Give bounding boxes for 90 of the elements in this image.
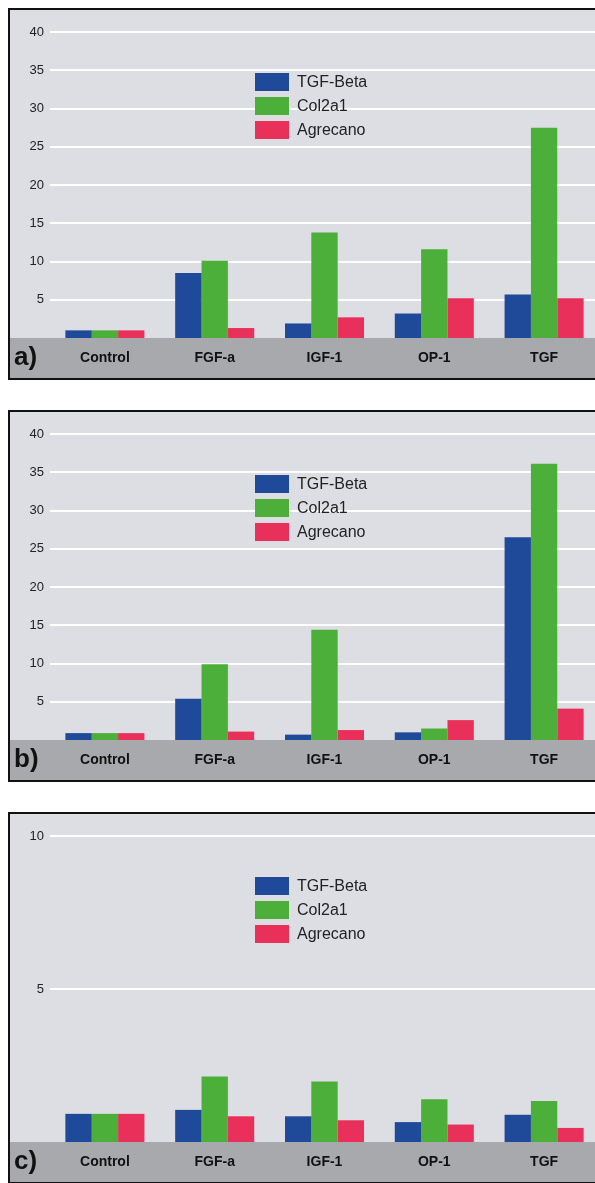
text: c): [14, 1145, 38, 1176]
bar: [557, 298, 584, 338]
bar: [557, 1127, 584, 1142]
y-tick-label: 25: [29, 540, 44, 556]
legend-label: Agrecano: [297, 523, 366, 541]
x-tick-label: IGF-1: [306, 1153, 343, 1170]
bar: [201, 1076, 228, 1142]
bar: [504, 294, 531, 338]
y-tick-label: 30: [29, 502, 44, 518]
text: a): [14, 341, 38, 372]
x-tick-label: Control: [80, 349, 130, 366]
bar: [118, 1113, 145, 1142]
bar: [91, 733, 119, 740]
y-tick-label: 40: [29, 425, 44, 441]
bar: [394, 732, 422, 740]
legend-label: Col2a1: [297, 901, 348, 919]
bar: [447, 298, 474, 338]
y-tick-label: 35: [29, 61, 44, 77]
bar: [175, 698, 202, 740]
y-tick-label: 20: [29, 176, 44, 192]
bar: [118, 330, 145, 338]
bar: [311, 629, 338, 740]
bar: [421, 728, 448, 740]
bar: [421, 1099, 448, 1142]
legend-label: Col2a1: [297, 499, 348, 517]
x-tick-label: FGF-a: [194, 349, 236, 366]
x-tick-label: Control: [80, 1153, 130, 1170]
bar: [337, 1120, 365, 1142]
bar: [394, 313, 422, 338]
x-tick-label: OP-1: [417, 349, 451, 366]
x-tick-label: FGF-a: [194, 1153, 236, 1170]
bar: [91, 330, 119, 338]
x-tick-label: OP-1: [417, 1153, 451, 1170]
bar: [284, 734, 312, 740]
bar: [91, 1113, 119, 1142]
bar: [175, 272, 202, 338]
bar: [447, 1124, 474, 1142]
bar: [201, 664, 228, 740]
bar: [284, 1116, 312, 1142]
bar: [447, 720, 474, 740]
bar: [65, 1113, 92, 1142]
bar: [227, 731, 255, 740]
x-tick-label: TGF: [530, 751, 559, 768]
y-tick-label: 5: [36, 980, 44, 996]
legend-label: Col2a1: [297, 97, 348, 115]
x-tick-label: Control: [80, 751, 130, 768]
x-tick-label: IGF-1: [306, 349, 343, 366]
x-tick-label: TGF: [530, 1153, 559, 1170]
bar: [284, 323, 312, 338]
bar: [394, 1122, 422, 1142]
legend-label: TGF-Beta: [297, 877, 368, 895]
bar: [557, 708, 584, 740]
y-tick-label: 10: [29, 827, 44, 843]
bar: [311, 232, 338, 338]
y-tick-label: 10: [29, 253, 44, 269]
text: b): [14, 743, 39, 774]
y-tick-label: 20: [29, 578, 44, 594]
bar: [530, 463, 558, 740]
legend-label: TGF-Beta: [297, 73, 368, 91]
bar: [65, 330, 92, 338]
bar: [65, 733, 92, 740]
bar: [421, 249, 448, 338]
legend-label: Agrecano: [297, 925, 366, 943]
bar: [118, 733, 145, 740]
legend-label: Agrecano: [297, 121, 366, 139]
bar: [201, 260, 228, 338]
bar: [311, 1081, 338, 1142]
bar: [227, 328, 255, 338]
bar: [530, 127, 558, 338]
bar: [504, 537, 531, 740]
bar: [504, 1114, 531, 1142]
y-tick-label: 40: [29, 23, 44, 39]
y-tick-label: 35: [29, 463, 44, 479]
y-tick-label: 30: [29, 100, 44, 116]
y-tick-label: 15: [29, 616, 44, 632]
bar: [337, 730, 365, 740]
bar: [227, 1116, 255, 1142]
x-tick-label: OP-1: [417, 751, 451, 768]
y-tick-label: 5: [36, 291, 44, 307]
y-tick-label: 5: [36, 693, 44, 709]
x-tick-label: FGF-a: [194, 751, 236, 768]
legend-label: TGF-Beta: [297, 475, 368, 493]
bar: [175, 1109, 202, 1142]
y-tick-label: 10: [29, 655, 44, 671]
x-tick-label: TGF: [530, 349, 559, 366]
y-tick-label: 15: [29, 214, 44, 230]
bar: [530, 1101, 558, 1142]
bar: [337, 317, 365, 338]
x-tick-label: IGF-1: [306, 751, 343, 768]
y-tick-label: 25: [29, 138, 44, 154]
